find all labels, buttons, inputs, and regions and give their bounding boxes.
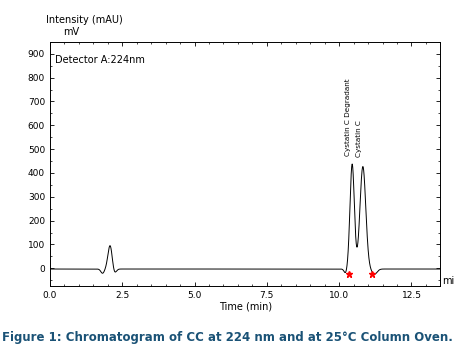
Text: Intensity (mAU): Intensity (mAU) xyxy=(46,15,123,25)
Text: Cystatin C: Cystatin C xyxy=(356,121,362,157)
Text: min: min xyxy=(442,276,454,286)
X-axis label: Time (min): Time (min) xyxy=(218,302,272,311)
Text: mV: mV xyxy=(64,27,80,37)
Text: Figure 1: Chromatogram of CC at 224 nm and at 25°C Column Oven.: Figure 1: Chromatogram of CC at 224 nm a… xyxy=(1,331,453,344)
Text: Cystatin C Degradant: Cystatin C Degradant xyxy=(345,79,351,156)
Text: Detector A:224nm: Detector A:224nm xyxy=(55,55,145,65)
